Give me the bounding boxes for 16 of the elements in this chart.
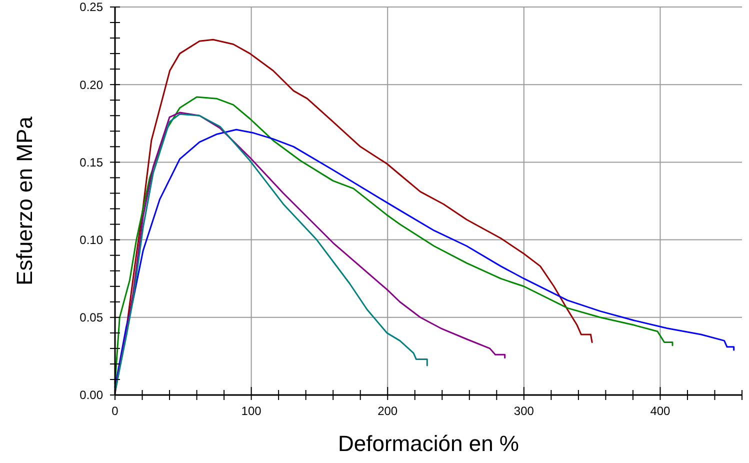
line-series [114,112,506,392]
x-tick-label: 300 [514,404,534,418]
x-tick-label: 400 [650,404,671,418]
x-axis-title: Deformación en % [338,431,519,456]
line-series [114,96,674,384]
x-tick-label: 0 [112,404,119,418]
y-tick-label: 0.15 [80,155,104,170]
y-tick-label: 0.25 [80,0,104,14]
x-tick-label: 100 [241,404,262,418]
y-tick-label: 0.20 [80,78,104,92]
line-series [114,128,735,388]
y-tick-label: 0.00 [80,388,104,402]
y-tick-label: 0.10 [80,233,104,247]
y-tick-label: 0.05 [80,310,104,325]
x-tick-label: 200 [378,404,398,418]
y-axis-title: Esfuerzo en MPa [12,116,37,286]
